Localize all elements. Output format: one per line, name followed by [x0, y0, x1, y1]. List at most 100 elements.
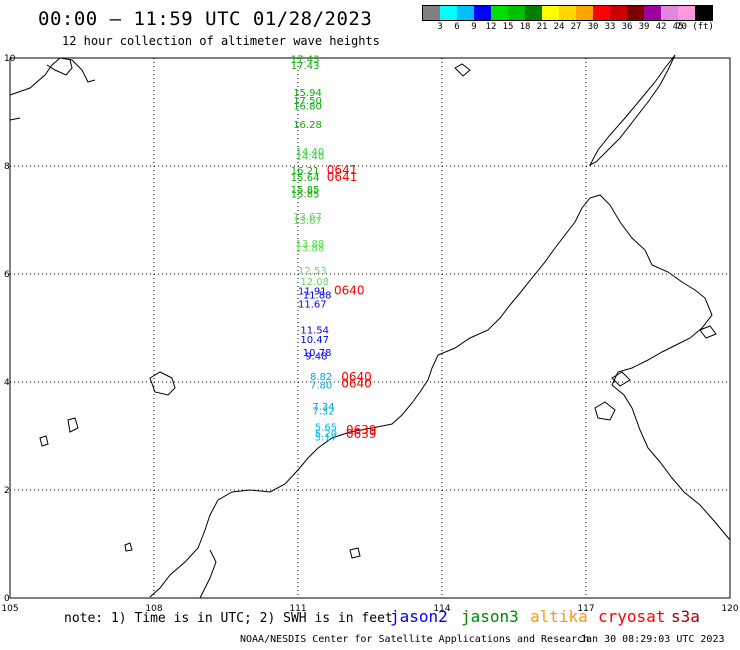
color-scale-label: 9: [471, 22, 477, 32]
wave-height-label: 15.64: [291, 173, 320, 184]
wave-height-label: 14.40: [296, 147, 325, 158]
color-swatch: [627, 6, 644, 20]
coastline-borneo: [149, 194, 731, 598]
color-scale-label: 36: [621, 22, 633, 32]
island-natuna: [149, 371, 176, 396]
color-swatch: [423, 6, 440, 20]
y-tick-label: 10: [4, 54, 16, 64]
x-tick-label: 105: [1, 604, 18, 614]
wave-height-label: 13.88: [296, 243, 325, 254]
color-scale-label: 30: [587, 22, 599, 32]
coastline-vietnam-south: [9, 117, 21, 121]
pass-time-label: 0641: [327, 163, 358, 177]
y-tick-label: 6: [4, 270, 10, 280]
wave-height-label: 10.47: [300, 335, 329, 346]
coastline-gulf-thailand: [9, 57, 96, 96]
color-scale-label: 33: [604, 22, 616, 32]
legend-item-altika: altika: [530, 607, 588, 626]
wave-height-label: 9.48: [305, 351, 327, 362]
footer-credit: NOAA/NESDIS Center for Satellite Applica…: [240, 634, 590, 645]
color-scale-label: 42: [655, 22, 667, 32]
color-swatch: [576, 6, 593, 20]
color-swatch: [491, 6, 508, 20]
legend-item-s3a: s3a: [671, 607, 700, 626]
wave-height-label: 5.65: [315, 423, 337, 434]
y-tick-label: 4: [4, 378, 10, 388]
wave-height-label: 7.80: [310, 380, 332, 391]
island-small-4: [349, 547, 361, 559]
x-tick-label: 108: [145, 604, 162, 614]
pass-time-label: 0641: [327, 170, 358, 184]
color-scale-label: 70 (ft): [676, 22, 714, 32]
color-scale-label: 15: [502, 22, 514, 32]
color-swatch: [559, 6, 576, 20]
island-small-1: [454, 63, 471, 77]
color-scale-label: 45: [672, 22, 684, 32]
wave-height-label: 11.91: [298, 287, 327, 298]
color-swatch: [440, 6, 457, 20]
wave-height-label: 11.67: [298, 299, 327, 310]
color-scale-label: 18: [519, 22, 531, 32]
units-note: note: 1) Time is in UTC; 2) SWH is in fe…: [64, 611, 393, 626]
color-swatch: [661, 6, 678, 20]
y-tick-label: 2: [4, 486, 10, 496]
legend-item-cryosat: cryosat: [598, 607, 666, 626]
pass-time-label: 0639: [346, 427, 377, 441]
x-tick-label: 114: [433, 604, 450, 614]
y-tick-label: 8: [4, 162, 10, 172]
color-swatch: [644, 6, 661, 20]
color-scale-label: 3: [437, 22, 443, 32]
color-swatch: [474, 6, 491, 20]
pass-time-label: 0640: [341, 376, 372, 390]
x-tick-label: 111: [289, 604, 306, 614]
wave-height-label: 5.20: [315, 429, 337, 440]
pass-time-label: 0639: [346, 423, 377, 437]
color-scale-label: 12: [485, 22, 497, 32]
legend-item-jason2: jason2: [390, 607, 448, 626]
coastline-palawan: [588, 54, 676, 167]
color-scale-label: 39: [638, 22, 650, 32]
y-tick-label: 0: [4, 594, 10, 604]
color-swatch: [678, 6, 695, 20]
map-frame: [9, 57, 731, 599]
map-title: 00:00 – 11:59 UTC 01/28/2023: [38, 8, 373, 30]
wave-height-label: 13.67: [293, 216, 322, 227]
island-small-3: [39, 435, 49, 447]
wave-height-label: 8.82: [310, 372, 332, 383]
wave-height-label: 13.67: [293, 212, 322, 223]
wave-height-label: 7.32: [312, 406, 334, 417]
color-swatch: [457, 6, 474, 20]
wave-height-label: 11.88: [303, 290, 332, 301]
color-swatch: [508, 6, 525, 20]
footer-timestamp: Jan 30 08:29:03 UTC 2023: [580, 634, 725, 645]
color-scale-label: 27: [570, 22, 582, 32]
wave-height-label: 14.40: [296, 152, 325, 163]
lat-lon-grid: [9, 57, 731, 599]
wave-height-label: 5.17: [315, 432, 337, 443]
color-swatch: [593, 6, 610, 20]
island-small-5: [124, 542, 133, 552]
color-scale-label: 24: [553, 22, 565, 32]
color-scale-label: 21: [536, 22, 548, 32]
color-swatch: [610, 6, 627, 20]
wave-height-label: 15.85: [291, 189, 320, 200]
wave-height-label: 13.88: [296, 239, 325, 250]
wave-height-label: 17.43: [291, 61, 320, 72]
wave-height-label: 16.28: [293, 120, 322, 131]
legend-item-jason3: jason3: [461, 607, 519, 626]
wave-height-label: 7.34: [312, 402, 334, 413]
color-swatch: [542, 6, 559, 20]
map-subtitle: 12 hour collection of altimeter wave hei…: [62, 34, 380, 48]
axis-tick-labels: 105 108 111 114 117 120 0 2 4 6 8 10: [1, 54, 738, 614]
wave-height-label: 16.80: [293, 101, 322, 112]
island-sulu-3: [699, 325, 717, 339]
island-sulu: [594, 401, 616, 421]
pass-time-label: 0640: [334, 284, 365, 298]
island-sulu-2: [611, 371, 631, 387]
color-scale-label: 6: [454, 22, 460, 32]
color-swatch: [695, 6, 712, 20]
color-scale-bar: [422, 5, 713, 21]
color-swatch: [525, 6, 542, 20]
